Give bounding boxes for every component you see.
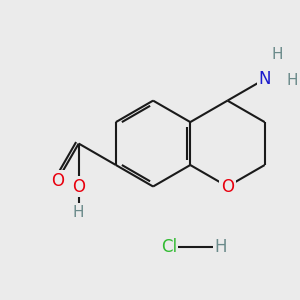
Text: O: O [221,178,234,196]
Text: O: O [51,172,64,190]
Text: Cl: Cl [161,238,177,256]
Text: O: O [72,178,85,196]
Text: H: H [287,73,298,88]
Text: N: N [258,70,271,88]
Text: H: H [214,238,226,256]
Text: H: H [73,205,85,220]
Text: H: H [272,47,284,62]
